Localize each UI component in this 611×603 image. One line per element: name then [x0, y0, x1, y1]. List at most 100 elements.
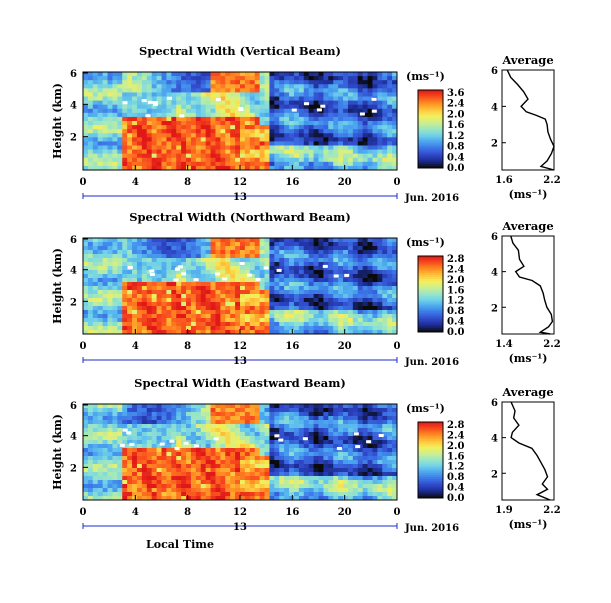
heatmap-cell — [176, 310, 182, 315]
heatmap-cell — [136, 484, 143, 489]
heatmap-cell — [186, 310, 192, 315]
heatmap-cell — [244, 129, 251, 134]
heatmap-cell — [357, 452, 364, 457]
heatmap-cell — [117, 157, 123, 163]
heatmap-cell — [333, 432, 339, 437]
heatmap-cell — [357, 153, 364, 159]
heatmap-cell — [107, 412, 113, 417]
colorbar-segment — [418, 121, 443, 124]
heatmap-cell — [298, 270, 305, 275]
heatmap-cell — [102, 476, 108, 481]
heatmap-cell — [244, 420, 251, 425]
heatmap-cell — [161, 408, 167, 413]
heatmap-cell — [151, 432, 157, 437]
heatmap-cell — [308, 76, 314, 81]
heatmap-cell — [387, 254, 393, 259]
heatmap-cell — [313, 302, 319, 307]
heatmap-cell — [249, 456, 256, 461]
heatmap-cell — [210, 88, 216, 93]
heatmap-cell — [377, 238, 383, 243]
heatmap-cell — [308, 460, 314, 465]
heatmap-cell — [132, 286, 138, 291]
heatmap-cell — [225, 266, 231, 271]
heatmap-cell — [161, 476, 167, 481]
heatmap-cell — [195, 108, 202, 114]
heatmap-cell — [102, 432, 108, 437]
heatmap-cell — [117, 492, 123, 497]
heatmap-cell — [97, 468, 104, 473]
heatmap-cell — [127, 326, 133, 331]
heatmap-cell — [181, 306, 187, 311]
heatmap-cell — [308, 141, 314, 146]
heatmap-cell — [372, 496, 378, 501]
heatmap-cell — [284, 456, 290, 461]
heatmap-cell — [107, 416, 113, 421]
heatmap-cell — [166, 480, 172, 485]
heatmap-cell — [210, 100, 216, 106]
heatmap-cell — [387, 488, 393, 493]
heatmap-cell — [97, 318, 104, 323]
heatmap-cell — [279, 137, 285, 142]
heatmap-cell — [372, 72, 378, 77]
heatmap-cell — [333, 484, 339, 489]
heatmap-cell — [328, 484, 334, 489]
heatmap-cell — [92, 460, 99, 465]
heatmap-cell — [215, 145, 221, 150]
colorbar-segment — [418, 263, 443, 266]
heatmap-cell — [87, 96, 94, 101]
heatmap-cell — [141, 302, 148, 307]
heatmap-cell — [146, 145, 153, 150]
heatmap-cell — [259, 108, 265, 114]
heatmap-cell — [377, 274, 383, 279]
heatmap-cell — [362, 286, 368, 291]
heatmap-cell — [318, 100, 324, 106]
heatmap-cell — [303, 266, 310, 271]
heatmap-cell — [225, 408, 231, 413]
heatmap-cell — [313, 96, 319, 101]
heatmap-cell — [190, 416, 197, 421]
heatmap-cell — [387, 306, 393, 311]
heatmap-cell — [357, 121, 364, 126]
heatmap-cell — [215, 84, 221, 89]
heatmap-cell — [181, 282, 187, 287]
heatmap-cell — [166, 153, 172, 159]
heatmap-cell — [333, 444, 339, 449]
heatmap-cell — [264, 282, 270, 287]
heatmap-cell — [92, 76, 99, 81]
heatmap-cell — [264, 496, 270, 501]
heatmap-cell — [244, 444, 251, 449]
heatmap-cell — [244, 404, 251, 409]
heatmap-cell — [117, 72, 123, 77]
heatmap-cell — [240, 310, 246, 315]
heatmap-cell — [122, 137, 128, 142]
heatmap-cell — [151, 416, 157, 421]
heatmap-cell — [112, 161, 118, 167]
heatmap-cell — [220, 274, 226, 279]
heatmap-cell — [293, 96, 300, 101]
heatmap-cell — [156, 444, 162, 449]
heatmap-cell — [176, 412, 182, 417]
heatmap-cell — [318, 80, 324, 85]
heatmap-cell — [352, 165, 359, 171]
colorbar-segment — [418, 282, 443, 285]
heatmap-cell — [220, 476, 226, 481]
heatmap-cell — [146, 238, 153, 243]
heatmap-cell — [107, 133, 113, 138]
heatmap-cell — [146, 436, 153, 441]
heatmap-cell — [284, 286, 290, 291]
heatmap-cell — [387, 262, 393, 267]
heatmap-cell — [289, 468, 295, 473]
heatmap-cell — [284, 96, 290, 101]
heatmap-cell — [235, 440, 241, 445]
heatmap-cell — [127, 165, 133, 171]
heatmap-cell — [146, 96, 153, 101]
heatmap-cell — [289, 125, 295, 130]
heatmap-cell — [382, 302, 388, 307]
heatmap-cell — [97, 310, 104, 315]
heatmap-cell — [318, 165, 324, 171]
heatmap-cell — [264, 108, 270, 114]
heatmap-cell — [215, 108, 221, 114]
heatmap-cell — [225, 416, 231, 421]
heatmap-cell — [289, 412, 295, 417]
heatmap-cell — [377, 404, 383, 409]
